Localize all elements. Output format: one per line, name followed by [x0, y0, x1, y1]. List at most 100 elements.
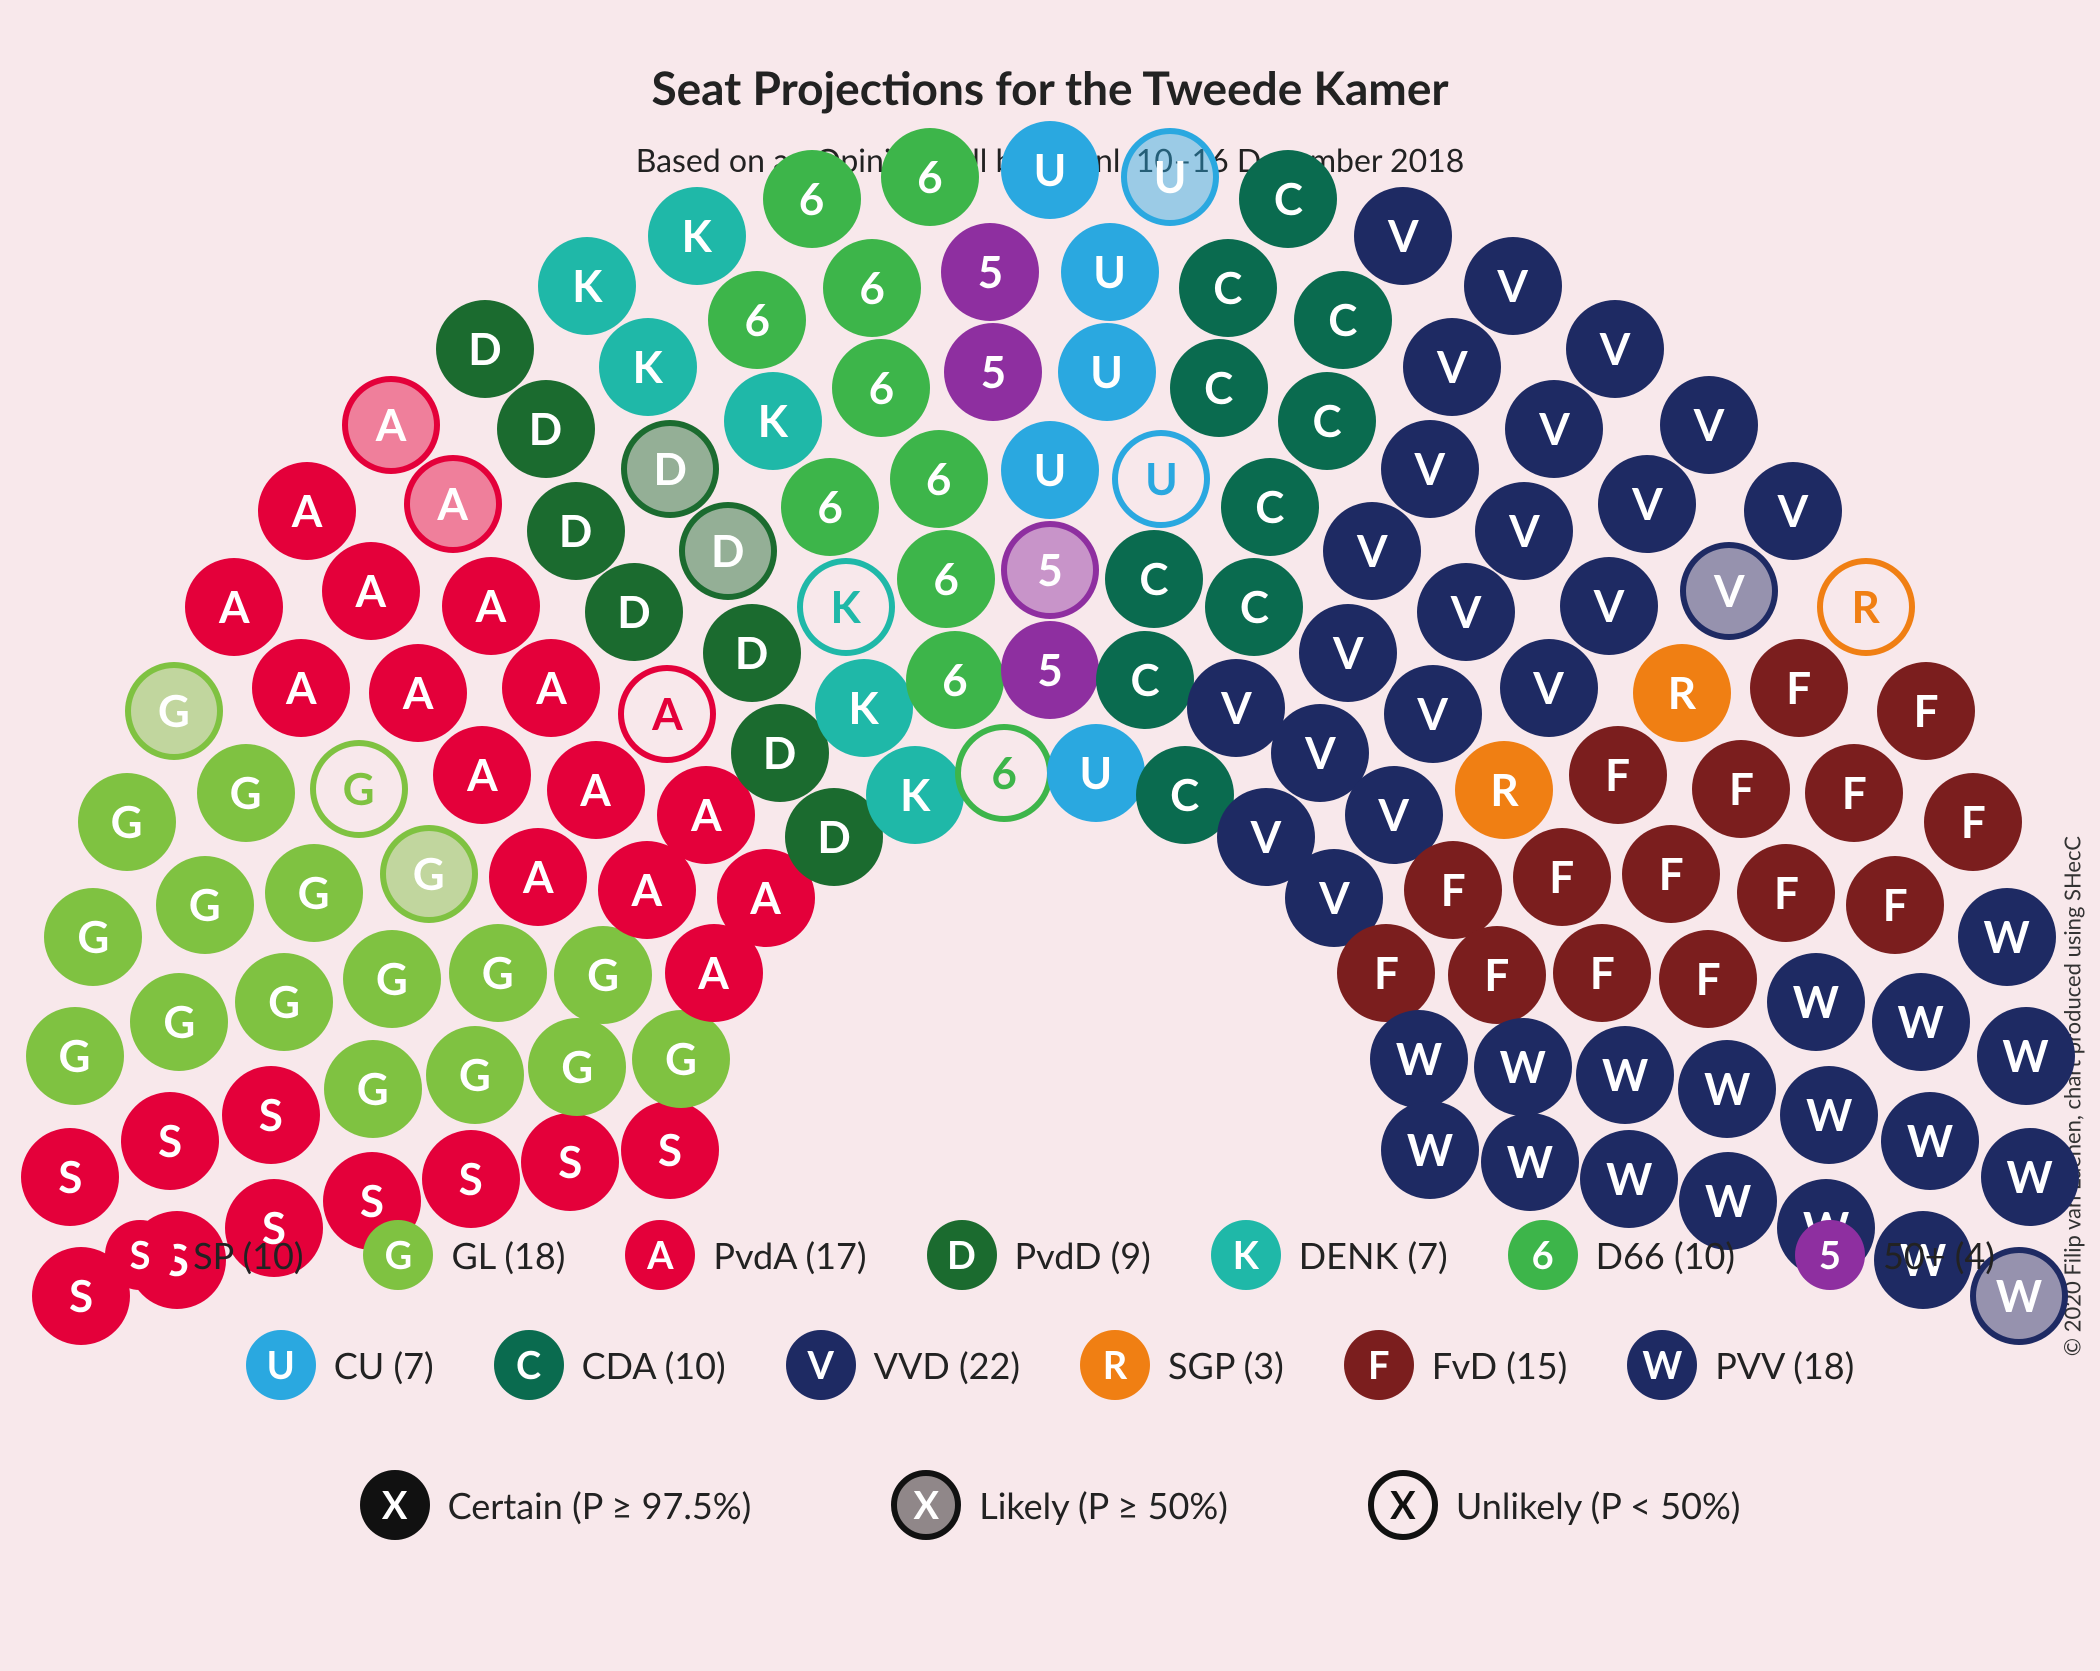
seat-DENK: K — [538, 237, 636, 335]
seat-letter: A — [292, 485, 323, 537]
seat-VVD: V — [1323, 502, 1421, 600]
seat-GL: G — [235, 953, 333, 1051]
seat-PVV: W — [1780, 1066, 1878, 1164]
seat-DENK: K — [599, 318, 697, 416]
seat-letter: W — [1396, 1033, 1442, 1085]
seat-SP: S — [21, 1128, 119, 1226]
seat-letter: 5 — [981, 346, 1007, 398]
seat-letter: A — [437, 478, 468, 530]
seat-FvD: F — [1448, 926, 1546, 1024]
seat-PVV: W — [1881, 1092, 1979, 1190]
seat-letter: C — [1213, 262, 1242, 314]
legend-swatch: X — [1368, 1470, 1438, 1540]
seat-letter: D — [817, 811, 850, 863]
seat-VVD: V — [1464, 237, 1562, 335]
seat-letter: A — [467, 749, 498, 801]
seat-letter: K — [830, 581, 860, 633]
seat-letter: K — [758, 395, 788, 447]
seat-D66: 6 — [832, 339, 930, 437]
legend-parties-row2: UCU (7)CCDA (10)VVVD (22)RSGP (3)FFvD (1… — [100, 1330, 2000, 1400]
seat-CU: U — [1121, 128, 1219, 226]
legend-probability: XCertain (P ≥ 97.5%)XLikely (P ≥ 50%)XUn… — [100, 1470, 2000, 1540]
seat-letter: F — [1786, 662, 1811, 714]
seat-CDA: C — [1205, 558, 1303, 656]
seat-D66: 6 — [881, 128, 979, 226]
seat-letter: V — [1319, 872, 1350, 924]
seat-VVD: V — [1475, 482, 1573, 580]
seat-50+: 5 — [1001, 521, 1099, 619]
seat-CU: U — [1047, 724, 1145, 822]
legend-label: CDA (10) — [582, 1343, 726, 1387]
seat-FvD: F — [1569, 726, 1667, 824]
seat-GL: G — [449, 924, 547, 1022]
legend-swatch: F — [1344, 1330, 1414, 1400]
legend-swatch: R — [1080, 1330, 1150, 1400]
seat-letter: S — [69, 1270, 93, 1322]
legend-item: CCDA (10) — [494, 1330, 726, 1400]
seat-letter: V — [1632, 478, 1663, 530]
seat-FvD: F — [1877, 662, 1975, 760]
seat-letter: V — [1305, 727, 1336, 779]
seat-PVV: W — [1370, 1010, 1468, 1108]
seat-letter: F — [1961, 796, 1986, 848]
seat-CDA: C — [1278, 372, 1376, 470]
chart-title: Seat Projections for the Tweede Kamer — [0, 60, 2100, 115]
seat-FvD: F — [1404, 841, 1502, 939]
seat-letter: C — [1255, 481, 1284, 533]
seat-FvD: F — [1553, 924, 1651, 1022]
page-root: Seat Projections for the Tweede Kamer Ba… — [0, 0, 2100, 1671]
seat-FvD: F — [1846, 856, 1944, 954]
seat-DENK: K — [724, 372, 822, 470]
seat-letter: K — [848, 682, 878, 734]
seat-SP: S — [621, 1101, 719, 1199]
seat-letter: C — [1274, 173, 1303, 225]
legend-label: FvD (15) — [1432, 1343, 1568, 1387]
seat-letter: W — [2007, 1151, 2053, 1203]
seat-letter: F — [1484, 949, 1509, 1001]
seat-letter: A — [286, 662, 317, 714]
seat-SP: S — [521, 1113, 619, 1211]
seat-letter: W — [1984, 911, 2030, 963]
legend-label: 50+ (4) — [1883, 1233, 1995, 1277]
seat-PVV: W — [1576, 1026, 1674, 1124]
seat-letter: W — [1704, 1063, 1750, 1115]
legend-item: APvdA (17) — [625, 1220, 866, 1290]
seat-letter: V — [1509, 505, 1540, 557]
seat-DENK: K — [866, 746, 964, 844]
seat-letter: K — [682, 210, 712, 262]
seat-PvdD: D — [585, 563, 683, 661]
seat-letter: F — [1774, 867, 1799, 919]
seat-letter: R — [1668, 667, 1696, 719]
seat-letter: 5 — [978, 246, 1004, 298]
seat-letter: F — [1441, 864, 1466, 916]
seat-letter: A — [691, 789, 722, 841]
seat-letter: C — [1139, 553, 1168, 605]
seat-FvD: F — [1337, 924, 1435, 1022]
seat-PVV: W — [1958, 888, 2056, 986]
seat-letter: A — [403, 667, 434, 719]
seat-letter: R — [1852, 581, 1880, 633]
seat-letter: V — [1221, 682, 1252, 734]
legend-label: PVV (18) — [1715, 1343, 1854, 1387]
hemicycle: SSSSSSSSSSGGGGGGGGGGGGGGGGGGAAAAAAAAAAAA… — [100, 210, 2000, 1160]
legend-swatch: D — [927, 1220, 997, 1290]
seat-PVV: W — [1767, 953, 1865, 1051]
seat-letter: F — [1883, 879, 1908, 931]
seat-letter: V — [1251, 811, 1282, 863]
seat-CU: U — [1001, 121, 1099, 219]
seat-letter: 5 — [1037, 544, 1063, 596]
seat-SGP: R — [1817, 558, 1915, 656]
seat-letter: C — [1328, 294, 1357, 346]
seat-letter: G — [189, 879, 221, 931]
seat-letter: V — [1388, 210, 1419, 262]
seat-letter: G — [459, 1049, 491, 1101]
seat-letter: G — [163, 996, 195, 1048]
seat-VVD: V — [1660, 376, 1758, 474]
legend-item: 550+ (4) — [1795, 1220, 1995, 1290]
seat-D66: 6 — [897, 530, 995, 628]
seat-letter: W — [1897, 996, 1943, 1048]
seat-letter: V — [1437, 341, 1468, 393]
seat-letter: G — [77, 911, 109, 963]
seat-GL: G — [528, 1018, 626, 1116]
seat-letter: C — [1131, 654, 1160, 706]
